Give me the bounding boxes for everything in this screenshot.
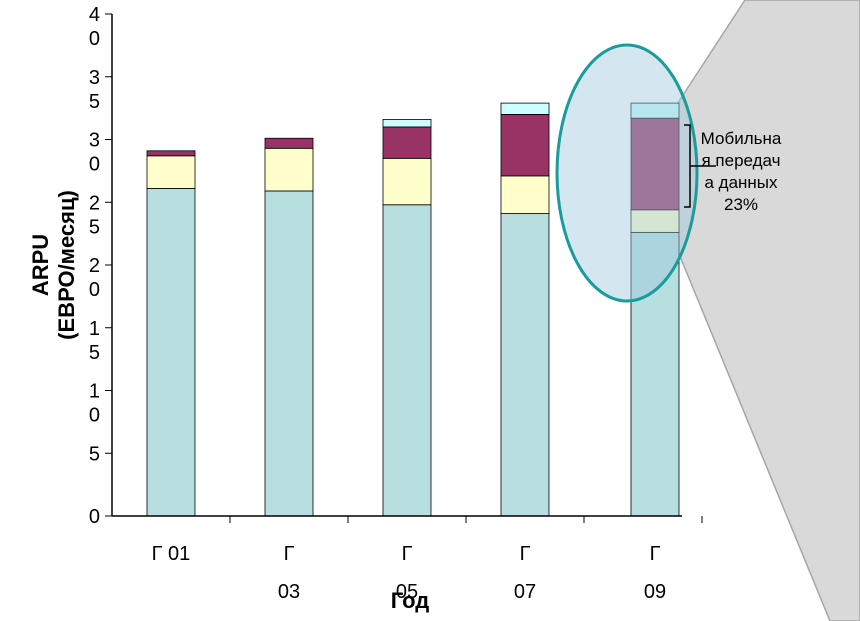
bar-segment xyxy=(382,157,432,206)
x-tick-label: Г 05 xyxy=(396,543,418,603)
bar-segment xyxy=(382,119,432,128)
bar-segment xyxy=(382,204,432,517)
bar-segment xyxy=(500,213,550,517)
bar-segment xyxy=(264,137,314,149)
x-tick-label: Г 09 xyxy=(644,543,666,603)
x-axis-title: Год xyxy=(391,588,430,613)
bar-segment xyxy=(630,102,680,119)
x-tick-label: Г 03 xyxy=(278,543,300,603)
annotation: Мобильная передача данных 23% xyxy=(700,129,782,214)
annotation-box: Мобильная передача данных 23% xyxy=(700,129,782,214)
bar-segment xyxy=(500,175,550,214)
bar-segment xyxy=(500,114,550,177)
bar-segment xyxy=(264,147,314,192)
bar-segment xyxy=(500,102,550,115)
highlight-ellipse xyxy=(555,43,699,303)
brace xyxy=(684,124,716,208)
bar-segment xyxy=(382,126,432,159)
bar-segment xyxy=(264,190,314,517)
x-tick-label: Г 07 xyxy=(514,543,536,603)
y-tick-label: 5 xyxy=(89,443,100,465)
callout-panel xyxy=(669,0,860,621)
y-tick-label: 0 xyxy=(89,506,100,528)
bar-segment xyxy=(146,150,196,157)
x-tick-label: Г 01 xyxy=(152,543,191,565)
bar-segment xyxy=(146,188,196,517)
y-axis-title: ARPU(ЕВРО/месяц) xyxy=(28,190,79,340)
bar-segment xyxy=(630,117,680,211)
bar-segment xyxy=(146,155,196,189)
